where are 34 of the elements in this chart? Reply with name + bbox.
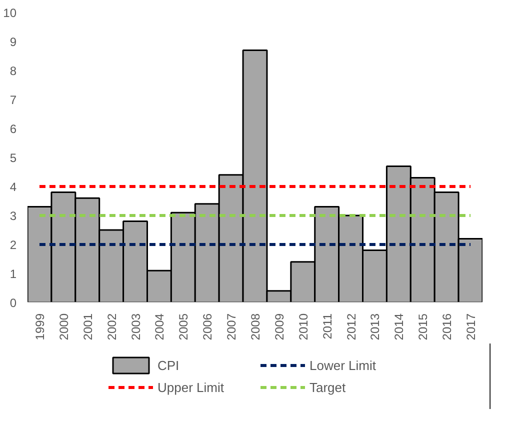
y-tick-label: 10 xyxy=(3,6,17,20)
x-tick-label: 2008 xyxy=(248,313,262,340)
x-tick-label: 2000 xyxy=(56,313,71,340)
x-tick-label: 2007 xyxy=(224,313,239,340)
y-tick-label: 3 xyxy=(10,209,17,223)
x-tick-label: 2002 xyxy=(104,313,119,340)
y-tick-label: 2 xyxy=(10,238,17,252)
x-tick-label: 2012 xyxy=(344,313,358,340)
x-tick-label: 2017 xyxy=(464,313,478,340)
y-tick-label: 5 xyxy=(10,151,17,165)
x-tick-label: 1999 xyxy=(32,313,47,340)
x-tick-label: 2003 xyxy=(128,313,143,340)
x-tick-label: 2015 xyxy=(416,313,430,340)
x-tick-label: 2010 xyxy=(296,313,310,340)
x-tick-label: 2006 xyxy=(200,313,215,340)
y-tick-label: 9 xyxy=(10,35,17,49)
y-tick-label: 8 xyxy=(10,64,17,78)
legend-label: Target xyxy=(310,380,347,394)
x-tick-label: 2005 xyxy=(176,313,191,340)
y-tick-label: 1 xyxy=(10,267,17,281)
y-tick-label: 6 xyxy=(10,122,17,136)
y-tick-label: 7 xyxy=(10,93,17,107)
x-tick-label: 2004 xyxy=(152,313,167,340)
x-tick-label: 2016 xyxy=(440,313,454,340)
x-tick-label: 2001 xyxy=(80,313,95,340)
x-tick-label: 2009 xyxy=(272,313,286,340)
x-tick-label: 2011 xyxy=(320,313,334,340)
x-tick-label: 2013 xyxy=(368,313,382,340)
y-tick-label: 4 xyxy=(10,180,17,194)
legend-label: Lower Limit xyxy=(310,358,377,372)
legend-label: CPI xyxy=(158,358,180,372)
y-tick-label: 0 xyxy=(10,296,17,310)
legend-label: Upper Limit xyxy=(158,380,225,394)
x-tick-label: 2014 xyxy=(392,313,406,340)
